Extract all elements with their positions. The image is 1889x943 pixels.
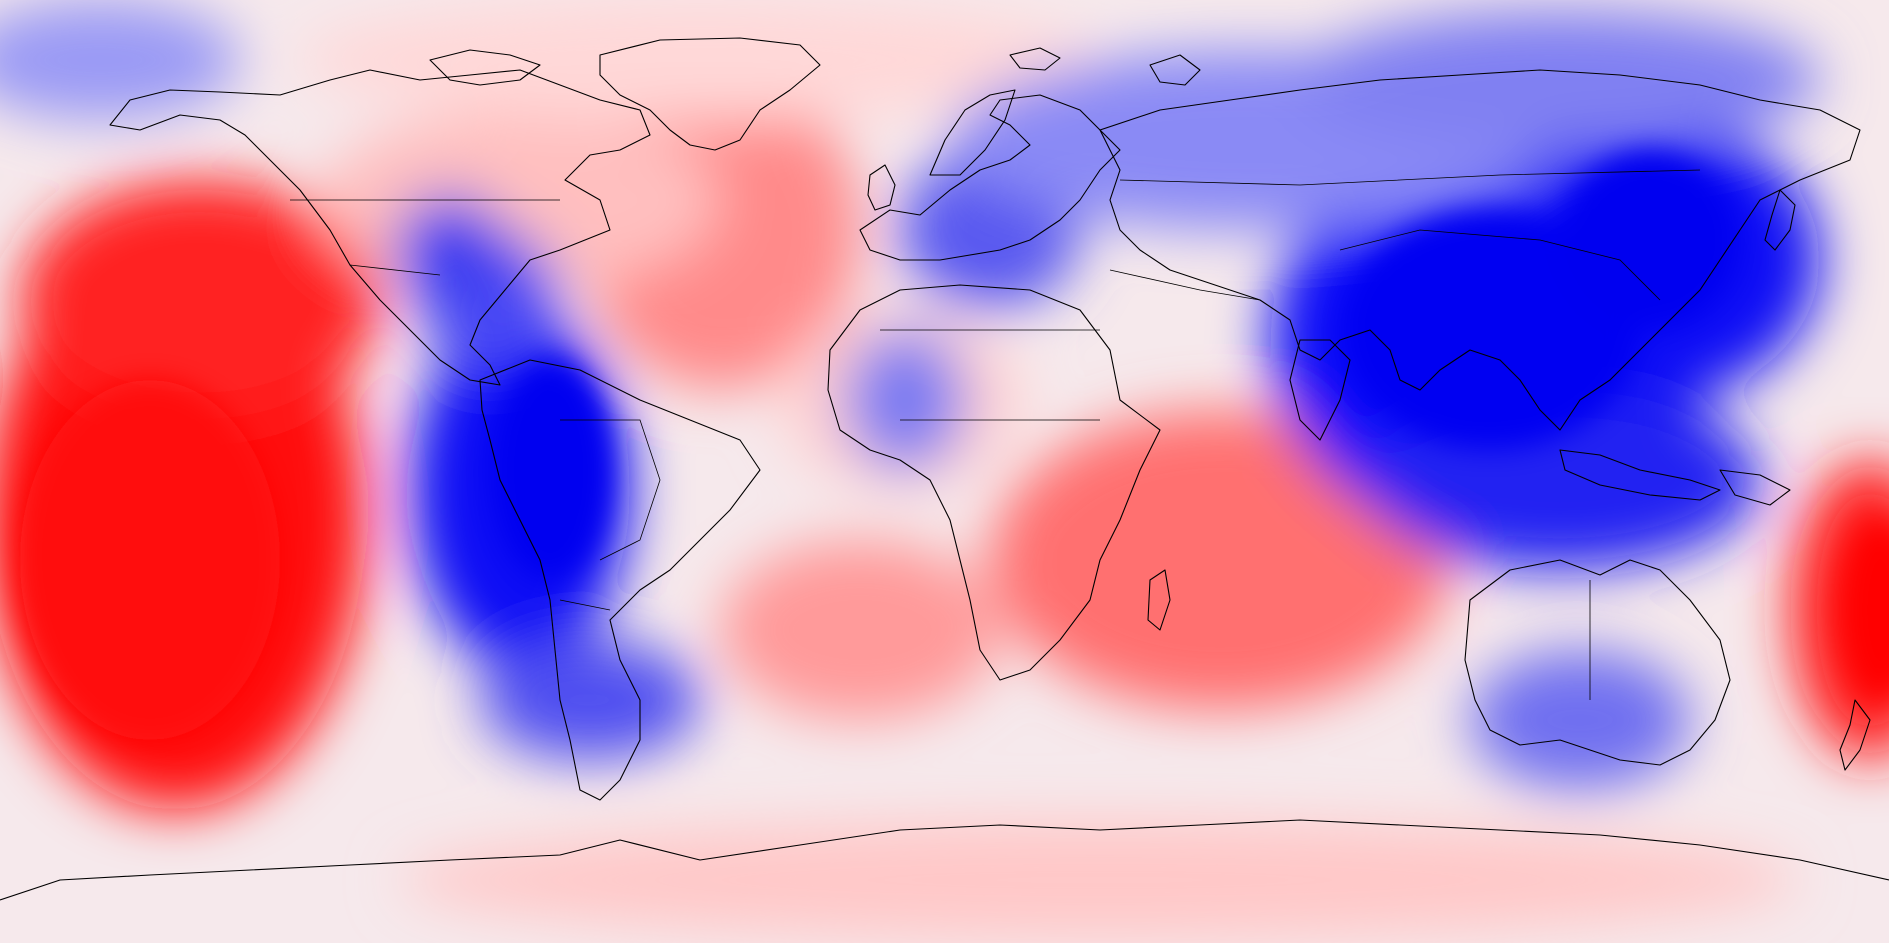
coast-greenland bbox=[599, 37, 821, 151]
border-us-mexico bbox=[349, 264, 441, 276]
northeast-pacific-cold-anomaly bbox=[395, 195, 505, 305]
coast-madagascar bbox=[1147, 569, 1171, 631]
south-america-core bbox=[490, 360, 610, 580]
coast-indonesia bbox=[1559, 449, 1721, 501]
border-argentina bbox=[559, 599, 611, 611]
border-brazil bbox=[560, 419, 661, 561]
coast-australia bbox=[1464, 559, 1731, 766]
border-russia-south bbox=[1119, 169, 1701, 186]
coast-japan bbox=[1764, 189, 1796, 251]
border-middle-east bbox=[1109, 269, 1261, 301]
country-borders bbox=[290, 169, 1701, 700]
arctic-warm-anomaly bbox=[300, 0, 1100, 120]
coast-antarctica bbox=[0, 819, 1889, 901]
central-pacific-core bbox=[20, 380, 280, 740]
siberia-cold-anomaly bbox=[1300, 10, 1820, 150]
south-atlantic-warm-anomaly bbox=[720, 540, 1000, 720]
coast-south-america bbox=[479, 359, 761, 801]
coast-novaya-zemlya bbox=[1149, 54, 1201, 86]
coast-britain bbox=[867, 164, 896, 211]
coast-africa bbox=[827, 284, 1161, 681]
coast-north-america bbox=[109, 69, 651, 386]
australia-cold-anomaly bbox=[1470, 650, 1690, 790]
coast-asia bbox=[1099, 69, 1861, 431]
coast-india bbox=[1289, 339, 1351, 441]
patagonia-cold-anomaly bbox=[480, 640, 700, 760]
southwest-pacific-core bbox=[1840, 520, 1889, 700]
coast-new-zealand bbox=[1839, 699, 1871, 771]
coastlines bbox=[0, 37, 1889, 901]
coast-europe bbox=[859, 94, 1121, 261]
coast-arctic-islands bbox=[429, 49, 541, 86]
coast-scandinavia bbox=[929, 89, 1016, 176]
pacific-warm-anomaly-north bbox=[20, 180, 380, 420]
border-china bbox=[1339, 229, 1661, 301]
asia-core bbox=[1340, 210, 1640, 450]
anomaly-detail bbox=[20, 150, 1889, 740]
antarctica-warm-anomaly bbox=[400, 820, 1800, 940]
coast-new-guinea bbox=[1719, 469, 1791, 506]
east-asia-core bbox=[1560, 150, 1740, 330]
southern-indian-warm-anomaly bbox=[990, 410, 1450, 710]
west-africa-cold-anomaly bbox=[845, 330, 965, 470]
coast-svalbard bbox=[1009, 47, 1061, 71]
